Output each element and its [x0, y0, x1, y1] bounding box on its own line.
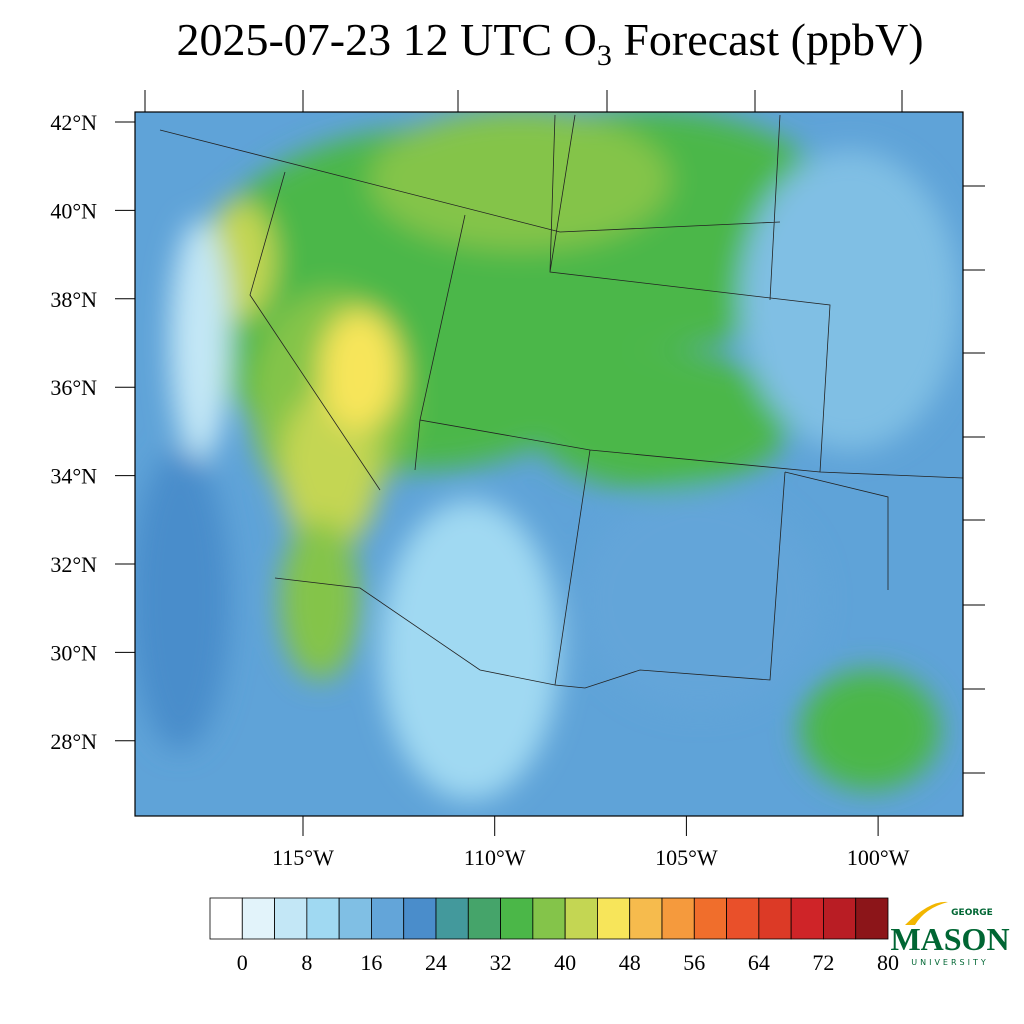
colorbar-box [338, 897, 372, 940]
lat-label: 30°N [50, 640, 97, 665]
colorbar-box [726, 897, 760, 940]
lon-label: 100°W [847, 845, 910, 870]
lat-label: 38°N [50, 287, 97, 312]
lon-label: 115°W [272, 845, 334, 870]
lat-label: 42°N [50, 110, 97, 135]
lon-label: 105°W [655, 845, 718, 870]
colorbar-box [661, 897, 695, 940]
lat-axis: 42°N 40°N 38°N 36°N 34°N 32°N 30°N 28°N [50, 110, 985, 774]
colorbar-box [823, 897, 857, 940]
colorbar-box [403, 897, 437, 940]
colorbar-box [532, 897, 566, 940]
lon-axis: 115°W 110°W 105°W 100°W [144, 90, 910, 870]
colorbar-label: 64 [748, 950, 770, 975]
title: 2025-07-23 12 UTC O3 Forecast (ppbV) [176, 14, 923, 72]
map-frame [134, 111, 964, 817]
colorbar-box [564, 897, 598, 940]
logo-line3: UNIVERSITY [911, 958, 989, 967]
lat-label: 34°N [50, 464, 97, 489]
colorbar-box [209, 897, 243, 940]
colorbar-label: 40 [554, 950, 576, 975]
logo-line1: GEORGE [951, 908, 993, 918]
title-rest: Forecast (ppbV) [612, 14, 924, 65]
logo: GEORGE MASON UNIVERSITY [890, 901, 1010, 967]
map-field [135, 112, 963, 816]
colorbar-label: 56 [683, 950, 705, 975]
colorbar-label: 32 [490, 950, 512, 975]
colorbar-box [629, 897, 663, 940]
lat-label: 28°N [50, 729, 97, 754]
colorbar-box [274, 897, 308, 940]
logo-line2: MASON [890, 921, 1009, 957]
colorbar-label: 8 [301, 950, 312, 975]
colorbar-box [790, 897, 824, 940]
colorbar-label: 16 [360, 950, 382, 975]
lat-label: 36°N [50, 375, 97, 400]
colorbar-box [758, 897, 792, 940]
colorbar-label: 0 [237, 950, 248, 975]
colorbar-label: 24 [425, 950, 447, 975]
colorbar-box [435, 897, 469, 940]
title-subscript: 3 [597, 39, 612, 72]
colorbar-label: 72 [812, 950, 834, 975]
colorbar-box [500, 897, 534, 940]
lon-label: 110°W [464, 845, 526, 870]
lat-label: 32°N [50, 552, 97, 577]
colorbar-box [241, 897, 275, 940]
colorbar-box [693, 897, 727, 940]
colorbar-box [597, 897, 631, 940]
colorbar-box [467, 897, 501, 940]
colorbar-label: 80 [877, 950, 899, 975]
colorbar-label: 48 [619, 950, 641, 975]
lat-label: 40°N [50, 198, 97, 223]
colorbar-box [371, 897, 405, 940]
colorbar: 0 8 16 24 32 40 48 56 64 72 80 [209, 897, 899, 975]
title-main: 2025-07-23 12 UTC O [176, 14, 596, 65]
colorbar-box [855, 897, 889, 940]
colorbar-box [306, 897, 340, 940]
